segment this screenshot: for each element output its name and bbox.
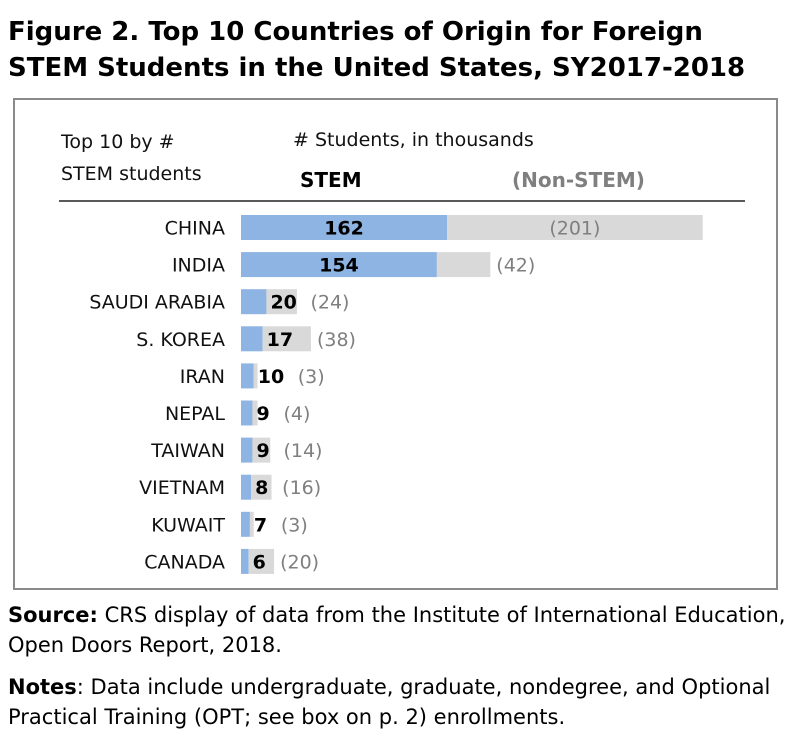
source-note: Source: CRS display of data from the Ins… xyxy=(8,600,793,660)
data-label-stem-vietnam: 8 xyxy=(255,477,268,499)
data-label-non-stem-india: (42) xyxy=(496,255,535,277)
data-label-stem-saudi-arabia: 20 xyxy=(270,292,296,314)
bar-stem-nepal xyxy=(241,400,253,426)
bar-non-stem-s-korea xyxy=(262,326,311,352)
bar-stem-taiwan xyxy=(241,437,253,463)
data-label-stem-s-korea: 17 xyxy=(267,329,293,351)
legend-stem: STEM xyxy=(300,168,362,192)
data-label-non-stem-nepal: (4) xyxy=(283,403,310,425)
notes: Notes: Data include undergraduate, gradu… xyxy=(8,672,793,732)
bar-non-stem-canada xyxy=(248,548,275,574)
bar-non-stem-china xyxy=(447,215,703,240)
category-label-india: INDIA xyxy=(172,255,225,277)
category-label-canada: CANADA xyxy=(144,551,225,573)
data-label-stem-kuwait: 7 xyxy=(254,514,267,536)
header-left-line-2: STEM students xyxy=(61,163,202,185)
notes-lead: Notes xyxy=(8,675,77,699)
category-label-saudi-arabia: SAUDI ARABIA xyxy=(89,292,225,314)
category-label-iran: IRAN xyxy=(180,366,225,388)
data-label-non-stem-vietnam: (16) xyxy=(282,477,321,499)
data-label-non-stem-iran: (3) xyxy=(298,366,325,388)
category-label-china: CHINA xyxy=(165,218,225,240)
category-label-vietnam: VIETNAM xyxy=(139,477,225,499)
figure-title: Figure 2. Top 10 Countries of Origin for… xyxy=(8,14,793,86)
bar-stem-vietnam xyxy=(241,474,252,500)
bar-stem-china xyxy=(241,215,448,240)
data-label-stem-china: 162 xyxy=(324,218,364,240)
legend-non-stem: (Non-STEM) xyxy=(512,168,645,192)
data-label-non-stem-s-korea: (38) xyxy=(317,329,356,351)
bar-non-stem-india xyxy=(436,252,491,278)
bar-stem-kuwait xyxy=(241,511,250,537)
bar-non-stem-kuwait xyxy=(249,511,254,537)
data-label-stem-taiwan: 9 xyxy=(256,440,269,462)
bar-non-stem-vietnam xyxy=(251,474,272,500)
category-label-taiwan: TAIWAN xyxy=(150,440,225,462)
data-label-non-stem-taiwan: (14) xyxy=(283,440,322,462)
data-label-stem-nepal: 9 xyxy=(256,403,269,425)
stacked-bar-chart: Top 10 by # STEM students # Students, in… xyxy=(59,129,745,574)
category-label-kuwait: KUWAIT xyxy=(151,514,225,536)
data-label-non-stem-canada: (20) xyxy=(280,551,319,573)
data-label-stem-canada: 6 xyxy=(253,551,266,573)
data-label-stem-india: 154 xyxy=(319,255,359,277)
bars-group: CHINA 162 (201) INDIA 154 (42) SAUDI ARABIA 20 (… xyxy=(89,215,703,574)
source-text: CRS display of data from the Institute o… xyxy=(8,603,786,657)
category-label-s-korea: S. KOREA xyxy=(136,329,225,351)
bar-non-stem-taiwan xyxy=(252,437,271,463)
source-lead: Source: xyxy=(8,603,98,627)
chart-frame: Top 10 by # STEM students # Students, in… xyxy=(13,98,778,590)
header-left-line-1: Top 10 by # xyxy=(60,131,175,153)
figure-title-line-1: Figure 2. Top 10 Countries of Origin for… xyxy=(8,17,703,47)
category-label-nepal: NEPAL xyxy=(165,403,225,425)
bar-non-stem-saudi-arabia xyxy=(266,289,297,315)
data-label-non-stem-kuwait: (3) xyxy=(281,514,308,536)
figure-title-line-2: STEM Students in the United States, SY20… xyxy=(8,53,746,83)
bar-stem-india xyxy=(241,252,437,278)
bar-non-stem-nepal xyxy=(252,400,258,426)
chart-subtitle: # Students, in thousands xyxy=(293,129,534,151)
bar-stem-canada xyxy=(241,548,249,574)
data-label-non-stem-china: (201) xyxy=(549,218,600,240)
bar-non-stem-iran xyxy=(253,363,258,389)
notes-text: : Data include undergraduate, graduate, … xyxy=(8,675,771,729)
data-label-stem-iran: 10 xyxy=(258,366,284,388)
bar-stem-iran xyxy=(241,363,254,389)
data-label-non-stem-saudi-arabia: (24) xyxy=(310,292,349,314)
bar-stem-s-korea xyxy=(241,326,263,352)
bar-stem-saudi-arabia xyxy=(241,289,267,315)
